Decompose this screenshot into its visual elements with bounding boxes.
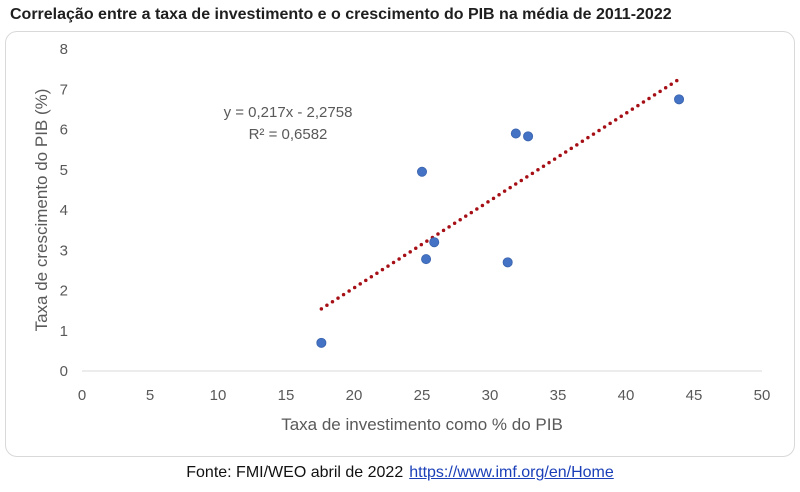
x-tick-label: 50 (754, 387, 771, 404)
y-tick-label: 8 (60, 41, 68, 58)
source-text: Fonte: FMI/WEO abril de 2022 (186, 464, 404, 481)
x-tick-label: 40 (618, 387, 635, 404)
x-tick-label: 20 (346, 387, 363, 404)
x-axis-label: Taxa de investimento como % do PIB (281, 415, 563, 434)
y-tick-labels: 0 1 2 3 4 5 6 7 8 (60, 41, 68, 380)
x-tick-label: 35 (550, 387, 567, 404)
data-point (429, 237, 440, 248)
data-point (510, 128, 521, 139)
x-tick-label: 25 (414, 387, 431, 404)
x-tick-label: 5 (146, 387, 154, 404)
trendline (319, 77, 681, 311)
data-points (316, 94, 685, 348)
x-tick-label: 30 (482, 387, 499, 404)
x-tick-labels: 0 5 10 15 20 25 30 35 40 45 50 (78, 387, 771, 404)
y-tick-label: 1 (60, 323, 68, 340)
data-point (416, 166, 427, 177)
y-axis-label: Taxa de crescimento do PIB (%) (32, 89, 51, 332)
y-tick-label: 4 (60, 202, 68, 219)
y-tick-label: 5 (60, 162, 68, 179)
y-tick-label: 7 (60, 81, 68, 98)
trendline-equation: y = 0,217x - 2,2758 (224, 104, 353, 121)
chart-panel (5, 31, 795, 457)
y-tick-label: 0 (60, 363, 68, 380)
data-point (421, 254, 432, 265)
x-tick-label: 15 (278, 387, 295, 404)
y-tick-label: 2 (60, 283, 68, 300)
x-tick-label: 10 (210, 387, 227, 404)
y-tick-label: 3 (60, 242, 68, 259)
data-point (523, 131, 534, 142)
source-note: Fonte: FMI/WEO abril de 2022 https://www.… (0, 464, 800, 482)
chart-title: Correlação entre a taxa de investimento … (10, 6, 672, 23)
data-point (316, 337, 327, 348)
data-point (502, 257, 513, 268)
x-tick-label: 45 (686, 387, 703, 404)
x-tick-label: 0 (78, 387, 86, 404)
y-tick-label: 6 (60, 122, 68, 139)
trendline-r-squared: R² = 0,6582 (249, 126, 328, 143)
data-point (674, 94, 685, 105)
source-link[interactable]: https://www.imf.org/en/Home (409, 464, 614, 481)
